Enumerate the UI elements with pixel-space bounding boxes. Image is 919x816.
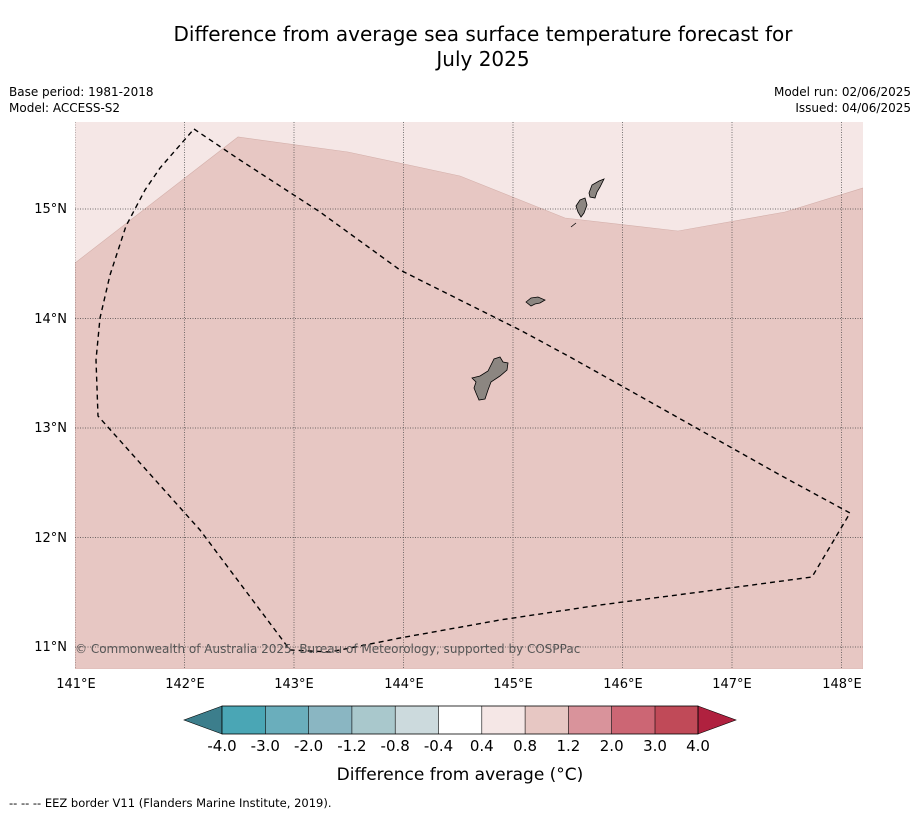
colorbar-bin <box>568 706 612 734</box>
colorbar-outline <box>221 705 699 735</box>
chart-title: Difference from average sea surface temp… <box>0 22 919 72</box>
lat-label: 13°N <box>34 421 67 436</box>
colorbar-bin <box>351 706 396 734</box>
lon-label: 147°E <box>712 677 752 692</box>
anomaly-medium-zone <box>75 136 863 669</box>
map-panel: © Commonwealth of Australia 2025, Bureau… <box>75 122 863 669</box>
lon-label: 144°E <box>384 677 424 692</box>
colorbar-tick-label: 2.0 <box>600 737 624 755</box>
latitude-labels: 15°N 14°N 13°N 12°N 11°N <box>34 202 67 655</box>
aguijan-islet <box>570 222 577 228</box>
colorbar-tick-label: 4.0 <box>686 737 710 755</box>
colorbar-ticks: -4.0 -3.0 -2.0 -1.2 -0.8 -0.4 0.4 0.8 1.… <box>207 737 710 755</box>
model-text: Model: ACCESS-S2 <box>9 101 121 115</box>
colorbar-tick-label: -0.8 <box>381 737 410 755</box>
colorbar-tick-label: -0.4 <box>424 737 453 755</box>
colorbar-bin <box>655 706 698 734</box>
colorbar-bin <box>222 706 266 734</box>
lat-label: 12°N <box>34 531 67 546</box>
lat-label: 15°N <box>34 202 67 217</box>
colorbar-bin <box>438 706 482 734</box>
longitude-labels: 141°E 142°E 143°E 144°E 145°E 146°E 147°… <box>56 677 862 692</box>
issued-text: Issued: 04/06/2025 <box>795 101 911 115</box>
colorbar-tick-label: 3.0 <box>643 737 667 755</box>
colorbar-tick-label: 1.2 <box>556 737 580 755</box>
colorbar-min-extend <box>183 705 223 735</box>
colorbar-tick-label: -1.2 <box>337 737 366 755</box>
colorbar-max-extend <box>697 705 737 735</box>
meta-right: Model run: 02/06/2025 Issued: 04/06/2025 <box>774 84 911 116</box>
colorbar-bin <box>265 706 309 734</box>
guam-island <box>471 356 509 401</box>
colorbar-tick-label: 0.8 <box>513 737 537 755</box>
saipan-island <box>588 178 605 199</box>
colorbar-bin <box>611 706 655 734</box>
title-line-1: Difference from average sea surface temp… <box>173 22 793 46</box>
colorbar-bin <box>481 706 526 734</box>
rota-island <box>525 296 546 307</box>
title-line-2: July 2025 <box>436 47 530 71</box>
eez-footnote: -- -- -- EEZ border V11 (Flanders Marine… <box>9 796 332 810</box>
colorbar-title: Difference from average (°C) <box>337 765 584 785</box>
lon-label: 142°E <box>165 677 205 692</box>
model-run-text: Model run: 02/06/2025 <box>773 85 911 99</box>
tinian-island <box>575 197 588 218</box>
colorbar-bin <box>395 706 439 734</box>
meta-left: Base period: 1981-2018 Model: ACCESS-S2 <box>9 84 154 116</box>
copyright-text: © Commonwealth of Australia 2025, Bureau… <box>75 642 580 656</box>
colorbar-tick-label: -2.0 <box>294 737 323 755</box>
lon-label: 145°E <box>493 677 533 692</box>
base-period-text: Base period: 1981-2018 <box>9 85 154 99</box>
lat-label: 14°N <box>34 312 67 327</box>
lat-label: 11°N <box>34 640 67 655</box>
colorbar: -4.0 -3.0 -2.0 -1.2 -0.8 -0.4 0.4 0.8 1.… <box>183 705 737 785</box>
lon-label: 146°E <box>603 677 643 692</box>
eez-border <box>95 128 851 653</box>
colorbar-bin <box>525 706 569 734</box>
lon-label: 143°E <box>274 677 314 692</box>
colorbar-tick-label: -3.0 <box>251 737 280 755</box>
gridlines <box>75 122 863 669</box>
lon-label: 148°E <box>822 677 862 692</box>
colorbar-tick-label: 0.4 <box>470 737 494 755</box>
colorbar-dividers <box>264 706 656 734</box>
colorbar-bin <box>308 706 352 734</box>
colorbar-tick-label: -4.0 <box>207 737 236 755</box>
lon-label: 141°E <box>56 677 96 692</box>
